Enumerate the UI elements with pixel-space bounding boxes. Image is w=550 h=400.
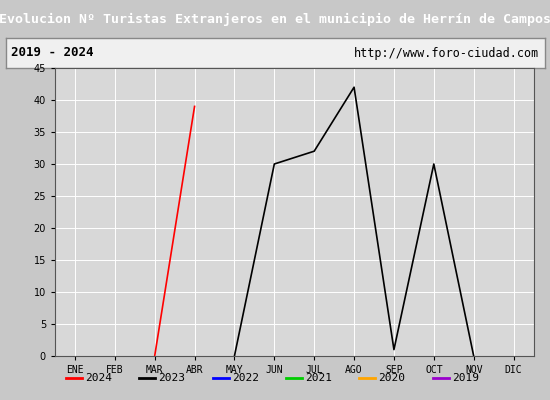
Text: 2024: 2024 [85, 373, 112, 383]
Text: 2019: 2019 [452, 373, 478, 383]
Text: http://www.foro-ciudad.com: http://www.foro-ciudad.com [354, 46, 539, 60]
Text: Evolucion Nº Turistas Extranjeros en el municipio de Herrín de Campos: Evolucion Nº Turistas Extranjeros en el … [0, 12, 550, 26]
Text: 2022: 2022 [232, 373, 258, 383]
Text: 2023: 2023 [158, 373, 185, 383]
Text: 2021: 2021 [305, 373, 332, 383]
Text: 2019 - 2024: 2019 - 2024 [11, 46, 94, 60]
Text: 2020: 2020 [378, 373, 405, 383]
